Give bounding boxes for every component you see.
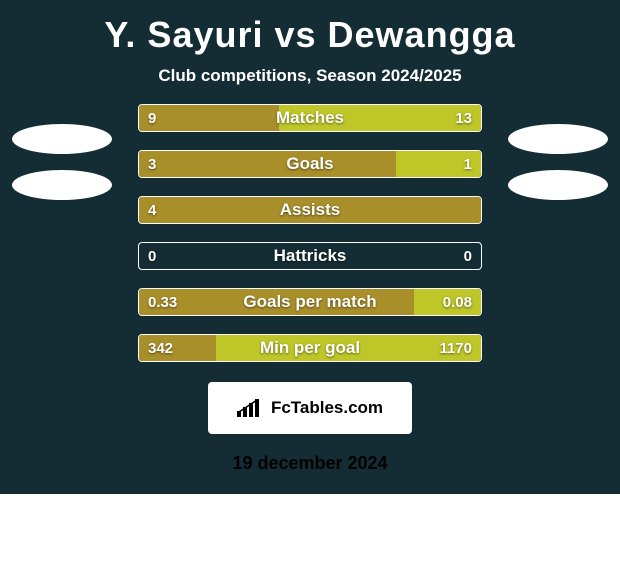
fctables-icon (237, 399, 265, 417)
stat-track (138, 104, 482, 132)
left-bar (139, 151, 396, 177)
subtitle: Club competitions, Season 2024/2025 (0, 66, 620, 86)
stat-track (138, 150, 482, 178)
player-left-badge (12, 124, 112, 154)
stat-track (138, 242, 482, 270)
stat-row: Goals31 (138, 150, 482, 178)
player-right-badge (508, 170, 608, 200)
stat-row: Assists4 (138, 196, 482, 224)
stat-row: Hattricks00 (138, 242, 482, 270)
footer-date: 19 december 2024 (0, 453, 620, 474)
left-bar (139, 289, 414, 315)
stat-track (138, 196, 482, 224)
player-right-badge (508, 124, 608, 154)
logo-box[interactable]: FcTables.com (208, 382, 412, 434)
stat-row: Min per goal3421170 (138, 334, 482, 362)
left-bar (139, 197, 481, 223)
logo-text: FcTables.com (271, 398, 383, 418)
page-title: Y. Sayuri vs Dewangga (0, 14, 620, 56)
player-left-badge (12, 170, 112, 200)
stat-track (138, 334, 482, 362)
left-bar (139, 105, 279, 131)
stat-row: Goals per match0.330.08 (138, 288, 482, 316)
stat-row: Matches913 (138, 104, 482, 132)
right-bar (216, 335, 481, 361)
right-bar (414, 289, 481, 315)
right-bar (279, 105, 481, 131)
left-bar (139, 335, 216, 361)
right-bar (396, 151, 482, 177)
stat-track (138, 288, 482, 316)
comparison-card: Y. Sayuri vs Dewangga Club competitions,… (0, 0, 620, 494)
